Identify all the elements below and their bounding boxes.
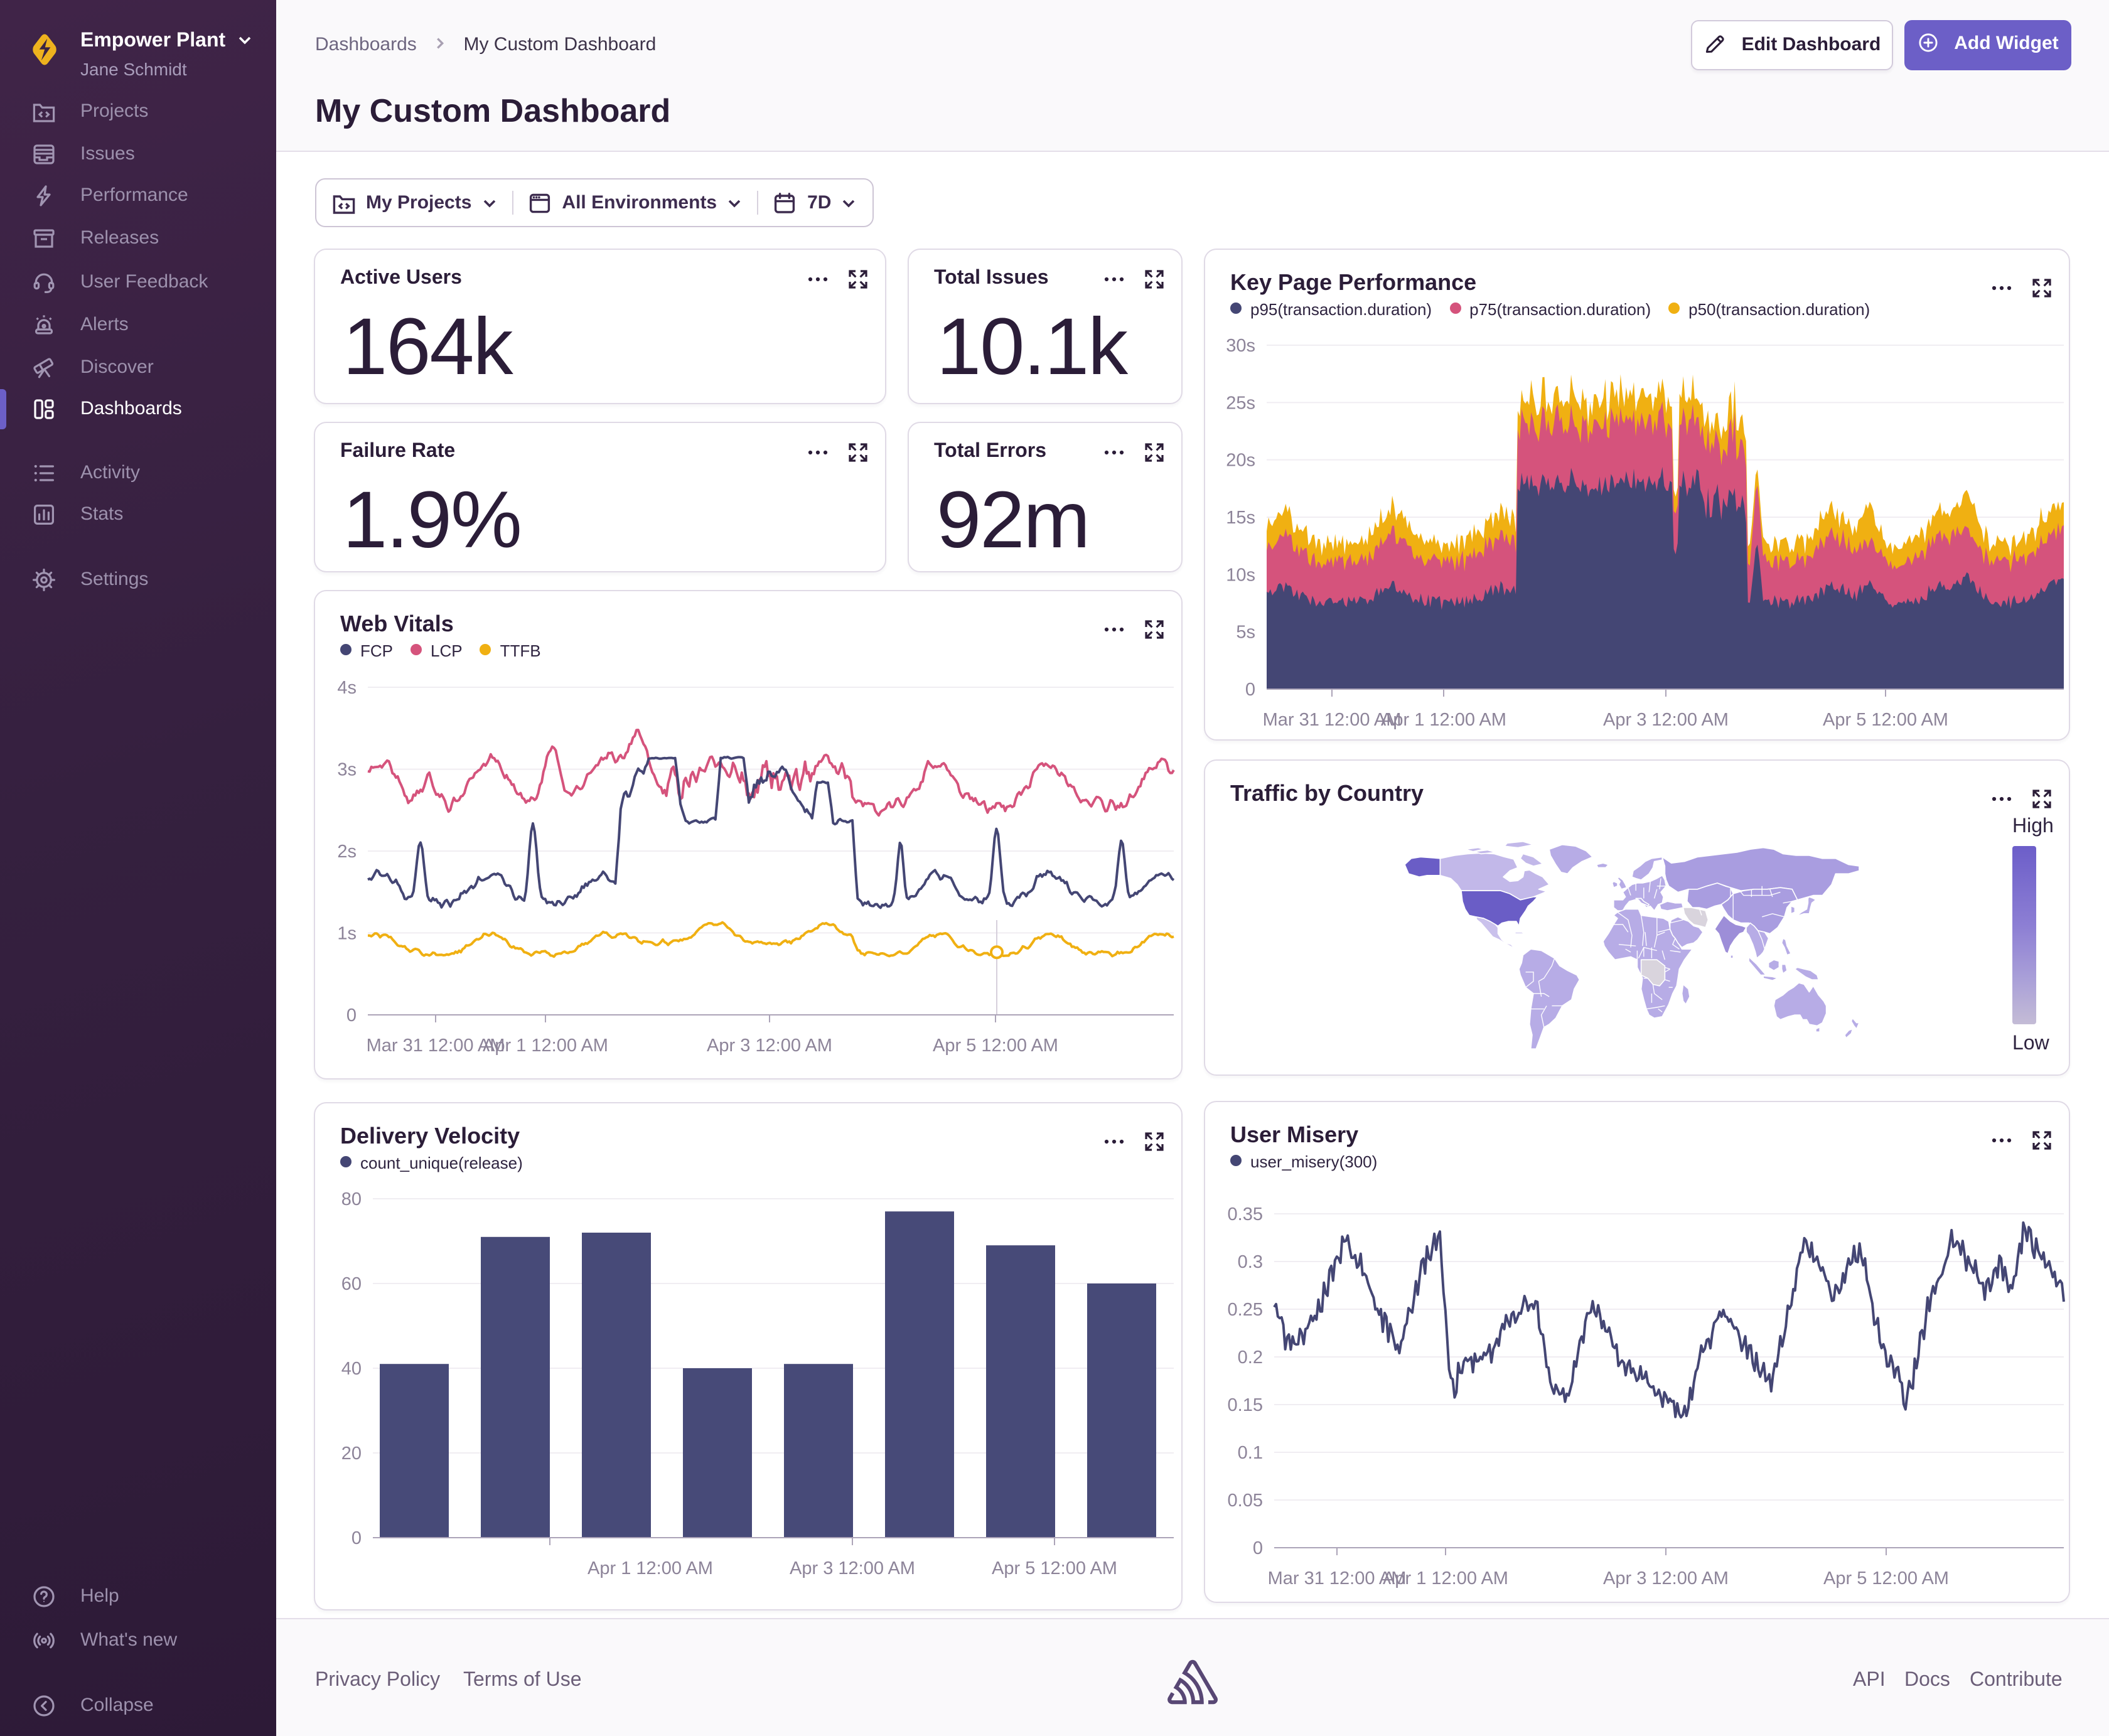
svg-text:0: 0 <box>352 1528 362 1548</box>
svg-text:0: 0 <box>1253 1538 1263 1558</box>
svg-text:5s: 5s <box>1236 623 1255 643</box>
svg-text:0.3: 0.3 <box>1238 1252 1263 1272</box>
svg-text:Mar 31 12:00 AM: Mar 31 12:00 AM <box>1263 710 1402 730</box>
svg-text:Apr 3 12:00 AM: Apr 3 12:00 AM <box>1603 1568 1729 1589</box>
svg-text:60: 60 <box>341 1274 362 1294</box>
svg-text:Apr 3 12:00 AM: Apr 3 12:00 AM <box>1603 710 1729 730</box>
svg-text:Mar 31 12:00 AM: Mar 31 12:00 AM <box>1268 1568 1407 1589</box>
svg-text:10s: 10s <box>1226 565 1255 585</box>
svg-text:0.15: 0.15 <box>1228 1395 1263 1415</box>
svg-text:Apr 3 12:00 AM: Apr 3 12:00 AM <box>707 1036 832 1056</box>
svg-text:25s: 25s <box>1226 393 1255 413</box>
svg-text:3s: 3s <box>337 760 357 780</box>
svg-text:Apr 1 12:00 AM: Apr 1 12:00 AM <box>483 1036 608 1056</box>
svg-text:1s: 1s <box>337 923 357 943</box>
svg-text:Apr 5 12:00 AM: Apr 5 12:00 AM <box>933 1036 1058 1056</box>
svg-text:Apr 3 12:00 AM: Apr 3 12:00 AM <box>790 1558 915 1578</box>
svg-text:80: 80 <box>341 1189 362 1209</box>
svg-text:0.35: 0.35 <box>1228 1204 1263 1224</box>
svg-text:0.1: 0.1 <box>1238 1443 1263 1463</box>
svg-text:Apr 1 12:00 AM: Apr 1 12:00 AM <box>588 1558 713 1578</box>
svg-text:20s: 20s <box>1226 451 1255 471</box>
svg-text:0: 0 <box>346 1005 357 1026</box>
svg-text:40: 40 <box>341 1359 362 1379</box>
svg-text:30s: 30s <box>1226 336 1255 356</box>
svg-text:Apr 1 12:00 AM: Apr 1 12:00 AM <box>1383 1568 1508 1589</box>
svg-text:Apr 5 12:00 AM: Apr 5 12:00 AM <box>992 1558 1117 1578</box>
svg-text:Apr 5 12:00 AM: Apr 5 12:00 AM <box>1823 710 1948 730</box>
svg-text:15s: 15s <box>1226 508 1255 528</box>
svg-text:4s: 4s <box>337 678 357 698</box>
svg-text:2s: 2s <box>337 842 357 862</box>
svg-text:0.2: 0.2 <box>1238 1348 1263 1368</box>
svg-text:Mar 31 12:00 AM: Mar 31 12:00 AM <box>367 1036 505 1056</box>
svg-text:0.05: 0.05 <box>1228 1491 1263 1511</box>
svg-text:Apr 1 12:00 AM: Apr 1 12:00 AM <box>1381 710 1506 730</box>
svg-text:0.25: 0.25 <box>1228 1300 1263 1320</box>
svg-text:Apr 5 12:00 AM: Apr 5 12:00 AM <box>1823 1568 1949 1589</box>
svg-text:20: 20 <box>341 1444 362 1464</box>
svg-text:0: 0 <box>1245 680 1255 700</box>
